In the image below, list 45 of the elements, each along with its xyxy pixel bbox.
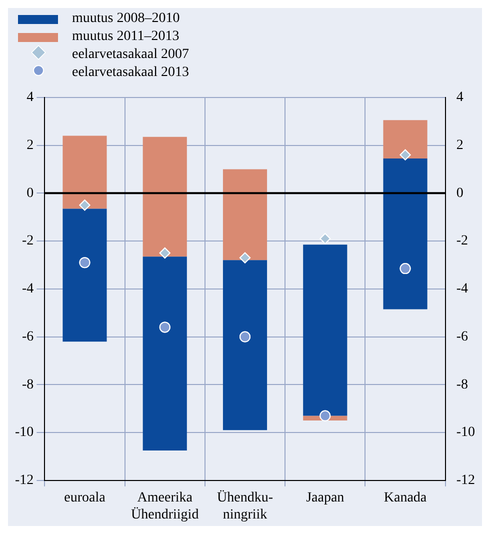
x-tick-label: Jaapan [306, 490, 344, 506]
y2-tick-label: 0 [456, 186, 464, 201]
bar [142, 256, 187, 450]
y-tick-label: -4 [22, 282, 34, 297]
point [400, 263, 411, 274]
y-tick-label: 0 [26, 186, 34, 201]
bar [62, 136, 107, 209]
x-tick-label: Ameerika Ühendriigid [131, 490, 199, 522]
bar [62, 208, 107, 342]
y2-tick-label: -8 [456, 377, 468, 392]
y2-tick-label: -4 [456, 282, 468, 297]
y-tick-label: 4 [26, 90, 34, 106]
y2-tick-label: 2 [456, 138, 464, 153]
y2-tick-label: -6 [456, 329, 468, 344]
bar [142, 136, 187, 257]
point [400, 149, 411, 160]
x-tick-label: Ühendku- ningriik [217, 489, 274, 522]
y-tick-label: -6 [22, 329, 34, 344]
y2-tick-label: 4 [456, 90, 464, 106]
y-tick-label: -10 [14, 425, 34, 440]
x-tick-label: Kanada [384, 490, 428, 506]
point [79, 257, 90, 268]
y2-tick-label: -10 [456, 425, 476, 440]
legend-label: eelarvetasakaal 2013 [72, 64, 189, 82]
y-tick-label: -12 [14, 473, 34, 488]
y2-tick-label: -12 [456, 473, 476, 488]
legend-label: eelarvetasakaal 2007 [72, 46, 189, 64]
point [240, 331, 250, 342]
x-tick-label: euroala [64, 490, 106, 506]
bar [222, 260, 268, 430]
y-tick-label: -2 [22, 234, 34, 249]
y2-tick-label: -2 [456, 234, 468, 249]
legend-label: muutus 2008–2010 [72, 10, 180, 28]
y-tick-label: -8 [22, 377, 34, 392]
point [320, 410, 331, 422]
bar [303, 244, 348, 416]
point [240, 252, 250, 264]
bar [383, 158, 428, 310]
point [159, 247, 170, 258]
point [79, 200, 90, 211]
point [159, 322, 170, 333]
bar [222, 169, 268, 260]
legend-label: muutus 2011–2013 [72, 28, 180, 46]
bar [383, 120, 428, 158]
y-tick-label: 2 [26, 138, 34, 153]
